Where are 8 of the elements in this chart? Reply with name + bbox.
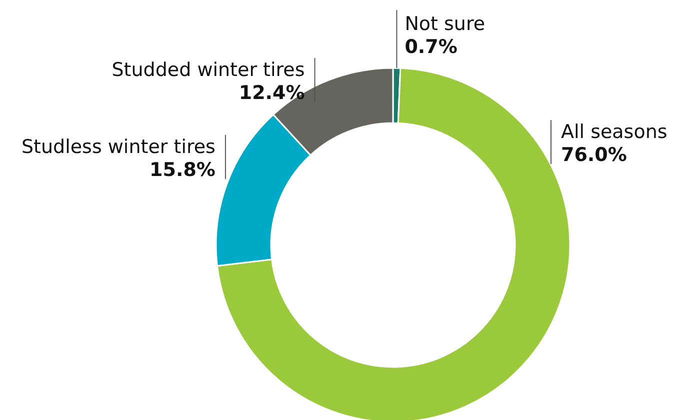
slice-label: All seasons <box>560 121 668 144</box>
slice-label: Studded winter tires <box>112 59 305 82</box>
data-label: 76.0% <box>560 144 627 166</box>
slice-label: Studless winter tires <box>21 136 216 158</box>
slice-label: Not sure <box>404 13 486 35</box>
data-label: 0.7% <box>404 36 458 58</box>
data-label: 12.4% <box>238 82 305 104</box>
data-label: 15.8% <box>150 158 216 181</box>
